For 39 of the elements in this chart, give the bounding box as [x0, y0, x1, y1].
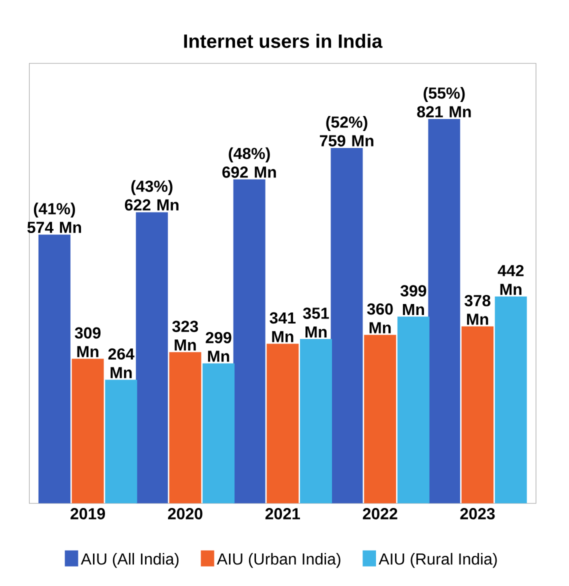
legend-label: AIU (All India): [80, 552, 178, 568]
x-tick-label: 2019: [70, 508, 105, 520]
data-label: 323 Mn: [172, 320, 198, 351]
bar: [136, 212, 168, 504]
data-label: 399 Mn: [400, 285, 426, 315]
x-tick-label: 2022: [362, 508, 398, 520]
bar: [202, 363, 235, 504]
data-label: (52%) 759 Mn: [320, 116, 374, 146]
bar: [169, 352, 202, 504]
data-label: (55%) 821 Mn: [417, 87, 471, 118]
bar: [300, 339, 332, 504]
data-label: 360 Mn: [367, 303, 393, 334]
bar: [105, 380, 138, 504]
data-label: (41%) 574 Mn: [27, 202, 82, 234]
chart-title: Internet users in India: [184, 34, 383, 48]
bar: [364, 334, 396, 504]
data-label: 341 Mn: [270, 312, 296, 342]
x-tick-label: 2021: [265, 508, 300, 520]
data-label: 299 Mn: [206, 332, 232, 362]
bar: [462, 326, 494, 504]
bar: [494, 296, 527, 504]
bar: [233, 179, 266, 504]
bar: [38, 234, 70, 504]
data-label: (48%) 692 Mn: [222, 147, 276, 178]
bar: [72, 358, 104, 504]
data-label: 309 Mn: [74, 327, 101, 358]
x-tick-label: 2020: [168, 508, 202, 520]
bar: [397, 316, 430, 504]
bar: [266, 344, 299, 504]
legend-label: AIU (Rural India): [378, 552, 497, 568]
data-label: 351 Mn: [303, 308, 329, 338]
data-label: (43%) 622 Mn: [124, 180, 178, 211]
data-label: 264 Mn: [108, 348, 134, 378]
bar: [330, 148, 363, 504]
x-tick-label: 2023: [460, 508, 495, 520]
bar: [428, 119, 460, 504]
data-label: 442 Mn: [498, 265, 524, 295]
legend-label: AIU (Urban India): [216, 552, 340, 568]
data-label: 378 Mn: [464, 294, 490, 325]
